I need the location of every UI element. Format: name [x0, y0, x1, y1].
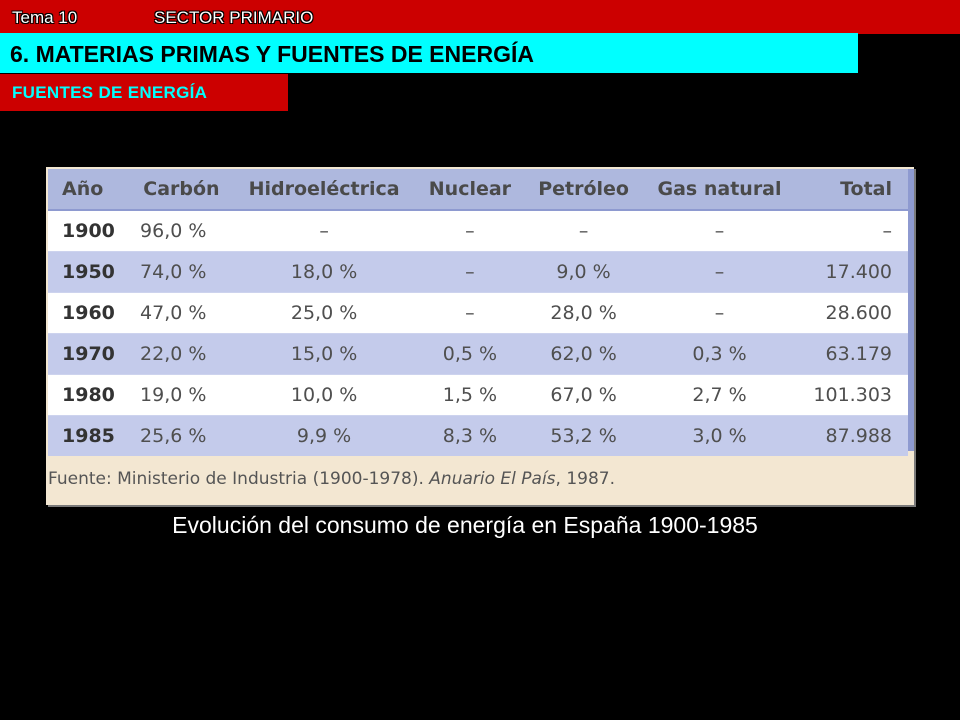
- table-row: 1985 25,6 % 9,9 % 8,3 % 53,2 % 3,0 % 87.…: [48, 415, 908, 456]
- subtitle-bar: FUENTES DE ENERGÍA: [0, 74, 288, 111]
- cell-year: 1950: [48, 251, 131, 293]
- sector-label: SECTOR PRIMARIO: [154, 8, 314, 27]
- cell-oil: 67,0 %: [524, 374, 643, 416]
- cell-hydro: 10,0 %: [232, 374, 416, 416]
- column-header-nuclear: Nuclear: [415, 169, 525, 211]
- source-publication: Anuario El País: [429, 469, 556, 489]
- table-row: 1970 22,0 % 15,0 % 0,5 % 62,0 % 0,3 % 63…: [48, 333, 908, 375]
- cell-hydro: 18,0 %: [232, 251, 416, 293]
- tema-label: Tema 10: [12, 8, 78, 27]
- table-row: 1960 47,0 % 25,0 % – 28,0 % – 28.600: [48, 292, 908, 334]
- section-subtitle: FUENTES DE ENERGÍA: [12, 83, 208, 102]
- column-header-year: Año: [48, 169, 131, 211]
- cell-year: 1985: [48, 415, 131, 456]
- figure-caption: Evolución del consumo de energía en Espa…: [172, 512, 758, 538]
- cell-gas: –: [642, 251, 797, 293]
- cell-hydro: –: [232, 209, 416, 252]
- cell-total: 101.303: [796, 374, 908, 416]
- cell-nuclear: 1,5 %: [415, 374, 525, 416]
- cell-gas: 0,3 %: [642, 333, 797, 375]
- table-row: 1980 19,0 % 10,0 % 1,5 % 67,0 % 2,7 % 10…: [48, 374, 908, 416]
- cell-carbon: 19,0 %: [130, 374, 233, 416]
- column-header-total: Total: [796, 169, 908, 211]
- cell-oil: 28,0 %: [524, 292, 643, 334]
- cell-total: 63.179: [796, 333, 908, 375]
- cell-carbon: 47,0 %: [130, 292, 233, 334]
- cell-year: 1980: [48, 374, 131, 416]
- cell-year: 1970: [48, 333, 131, 375]
- title-bar: 6. MATERIAS PRIMAS Y FUENTES DE ENERGÍA: [0, 33, 858, 73]
- cell-oil: 62,0 %: [524, 333, 643, 375]
- cell-total: 87.988: [796, 415, 908, 456]
- table-edge-divider: [908, 169, 914, 451]
- cell-carbon: 22,0 %: [130, 333, 233, 375]
- cell-oil: 9,0 %: [524, 251, 643, 293]
- cell-hydro: 15,0 %: [232, 333, 416, 375]
- source-prefix: Fuente: Ministerio de Industria (1900-19…: [48, 469, 430, 489]
- column-header-gas: Gas natural: [642, 169, 797, 211]
- table-header-row: Año Carbón Hidroeléctrica Nuclear Petról…: [48, 169, 908, 211]
- cell-nuclear: 0,5 %: [415, 333, 525, 375]
- column-header-carbon: Carbón: [130, 169, 233, 211]
- column-header-hydro: Hidroeléctrica: [232, 169, 416, 211]
- cell-total: –: [796, 209, 908, 252]
- column-header-oil: Petróleo: [524, 169, 643, 211]
- cell-nuclear: –: [415, 251, 525, 293]
- cell-oil: –: [524, 209, 643, 252]
- cell-hydro: 9,9 %: [232, 415, 416, 456]
- cell-oil: 53,2 %: [524, 415, 643, 456]
- cell-total: 17.400: [796, 251, 908, 293]
- top-bar: Tema 10 SECTOR PRIMARIO: [0, 0, 960, 34]
- table-row: 1900 96,0 % – – – – –: [48, 209, 908, 252]
- cell-year: 1960: [48, 292, 131, 334]
- page-title: 6. MATERIAS PRIMAS Y FUENTES DE ENERGÍA: [10, 41, 534, 67]
- cell-gas: 2,7 %: [642, 374, 797, 416]
- cell-hydro: 25,0 %: [232, 292, 416, 334]
- cell-carbon: 74,0 %: [130, 251, 233, 293]
- cell-gas: –: [642, 292, 797, 334]
- cell-nuclear: –: [415, 209, 525, 252]
- cell-nuclear: 8,3 %: [415, 415, 525, 456]
- energy-table-figure: Año Carbón Hidroeléctrica Nuclear Petról…: [46, 167, 914, 505]
- source-suffix: , 1987.: [555, 469, 616, 489]
- cell-carbon: 96,0 %: [130, 209, 233, 252]
- cell-total: 28.600: [796, 292, 908, 334]
- table-row: 1950 74,0 % 18,0 % – 9,0 % – 17.400: [48, 251, 908, 293]
- cell-year: 1900: [48, 209, 131, 252]
- energy-consumption-table: Año Carbón Hidroeléctrica Nuclear Petról…: [48, 169, 908, 456]
- table-source-note: Fuente: Ministerio de Industria (1900-19…: [48, 469, 615, 489]
- cell-gas: 3,0 %: [642, 415, 797, 456]
- cell-gas: –: [642, 209, 797, 252]
- cell-nuclear: –: [415, 292, 525, 334]
- cell-carbon: 25,6 %: [130, 415, 233, 456]
